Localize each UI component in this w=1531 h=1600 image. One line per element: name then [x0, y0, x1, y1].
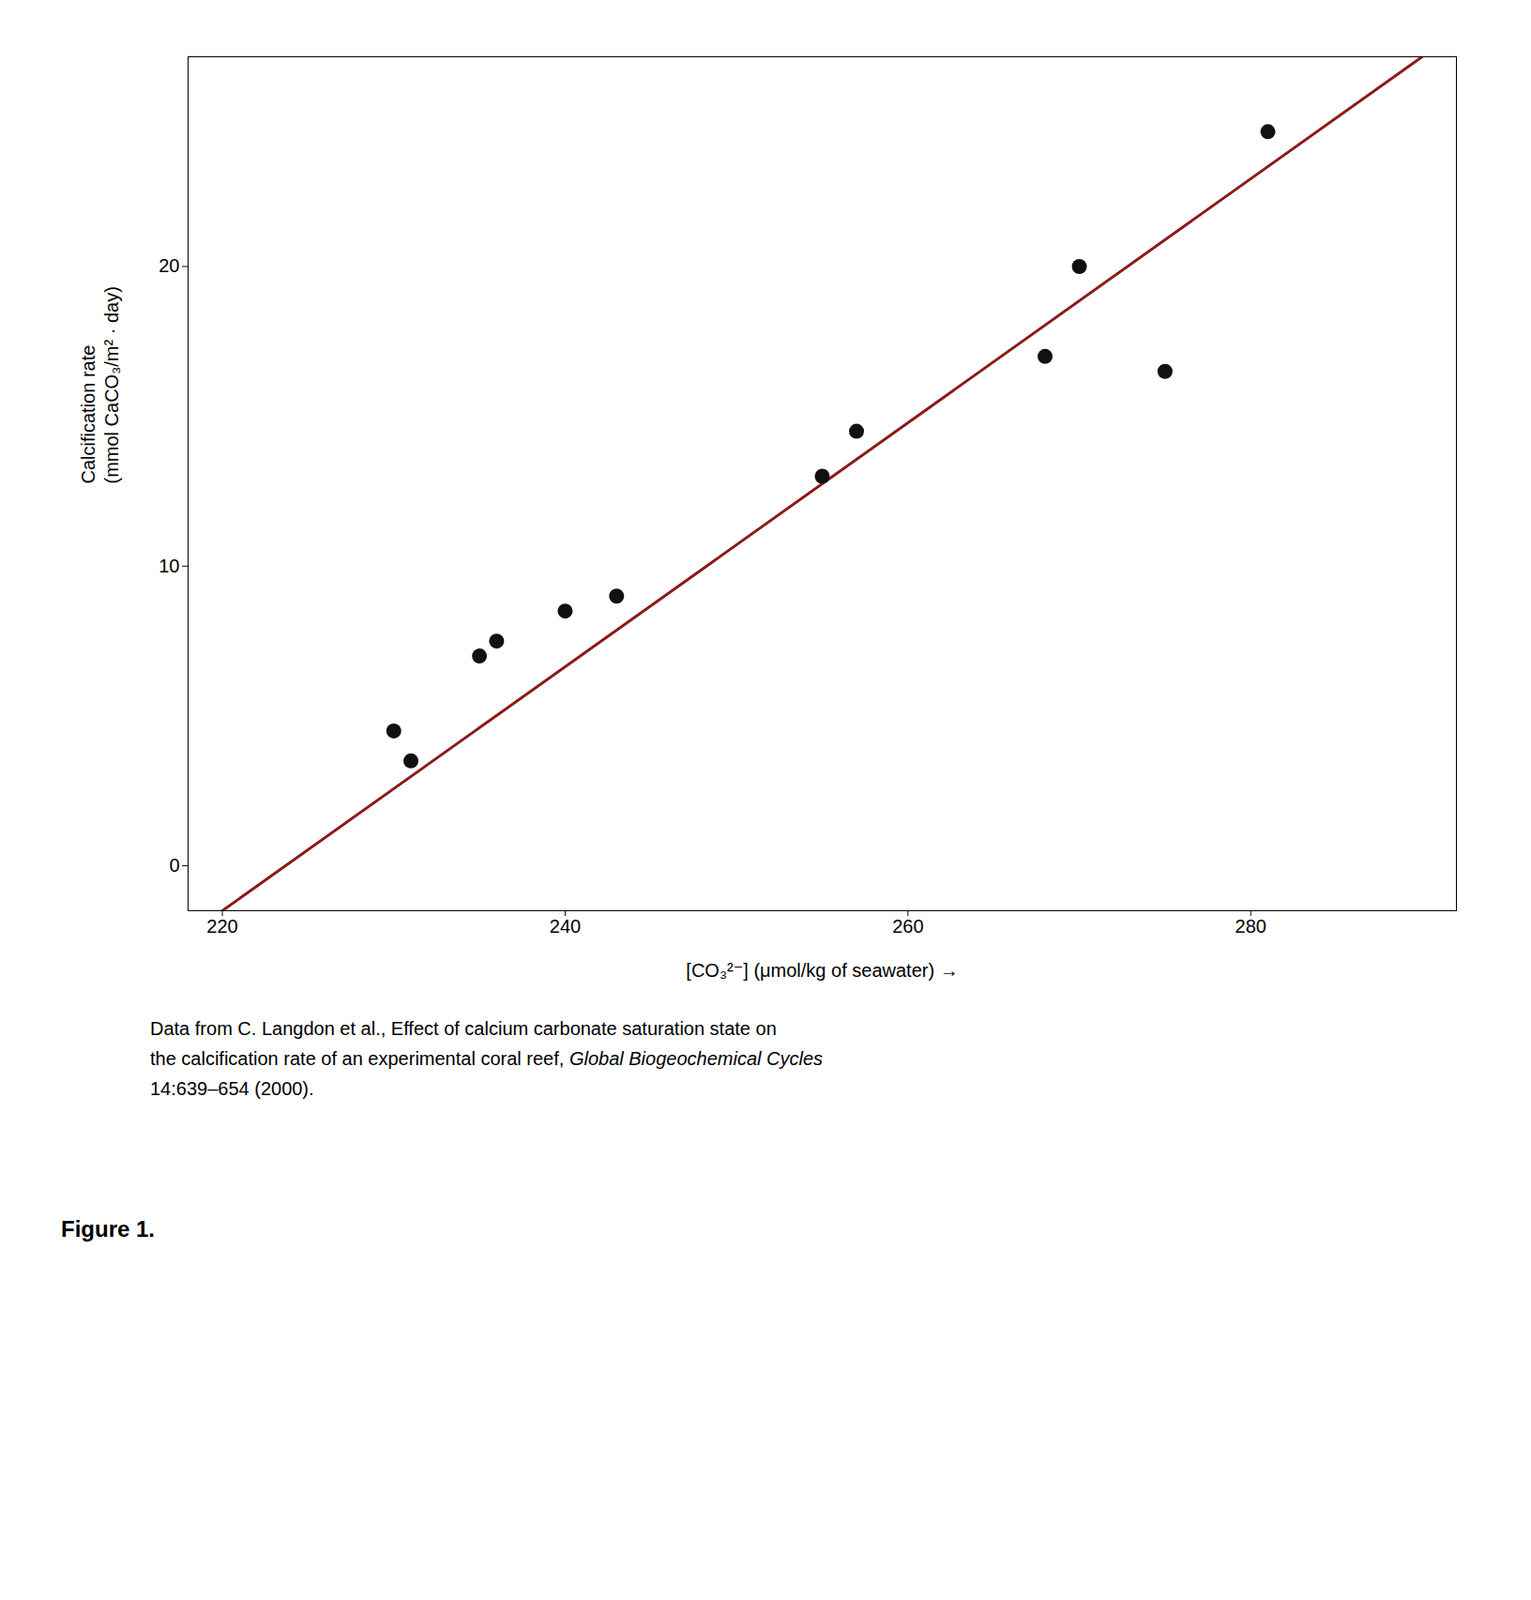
- svg-text:0: 0: [168, 854, 180, 876]
- svg-text:Calcification rate(mmol CaCO₃/: Calcification rate(mmol CaCO₃/m² · day): [77, 286, 122, 484]
- svg-text:280: 280: [1235, 915, 1267, 937]
- html-text:Figure 1.: Figure 1.: [60, 1215, 155, 1242]
- html-text:Data from C. Langdon et al., E: Data from C. Langdon et al., Effect of c…: [150, 1017, 777, 1039]
- svg-text:20: 20: [158, 255, 180, 276]
- svg-text:[CO₃²⁻] (μmol/kg of seawater): [CO₃²⁻] (μmol/kg of seawater) →: [685, 959, 958, 981]
- svg-text:260: 260: [892, 915, 924, 937]
- html-text:14:639–654 (2000).: 14:639–654 (2000).: [150, 1077, 314, 1099]
- svg-text:220: 220: [206, 915, 238, 937]
- html-text:the calcification rate of an e: the calcification rate of an experimenta…: [150, 1047, 823, 1069]
- svg-text:10: 10: [158, 555, 180, 577]
- svg-text:240: 240: [549, 915, 581, 937]
